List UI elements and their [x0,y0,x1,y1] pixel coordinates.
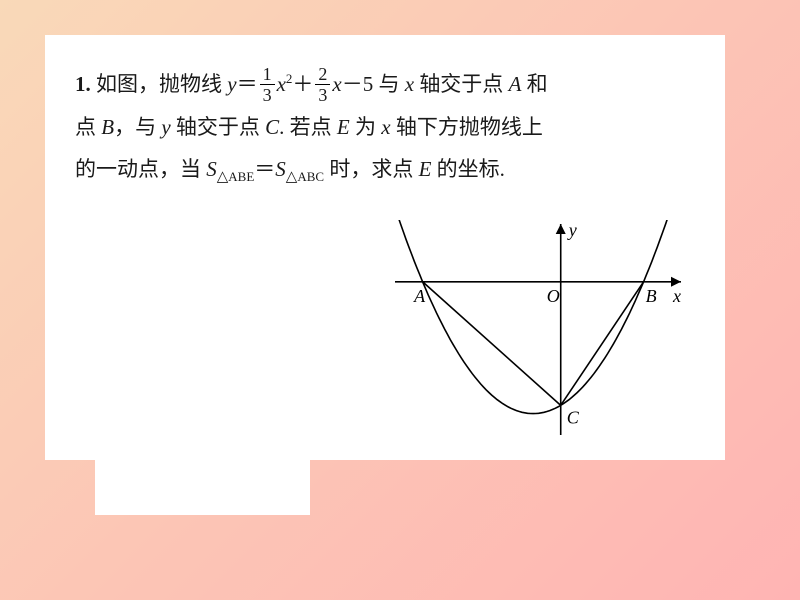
var-y: y [161,115,170,139]
frac-2-3: 23 [315,65,330,104]
frac-n: 1 [260,65,275,84]
eq-x2v: x [332,72,341,96]
svg-text:B: B [646,286,657,306]
text-seg: 的一动点，当 [75,157,206,181]
text-seg: 为 [350,115,382,139]
S2: S [275,157,286,181]
eq-eq: ＝ [237,72,258,96]
eq-m5: －5 [342,72,379,96]
frac-d: 3 [260,84,275,104]
text-seg: 如图，抛物线 [96,72,227,96]
frac-n: 2 [315,65,330,84]
frac-d: 3 [315,84,330,104]
S1-sub: △△ABEABE [217,169,255,184]
text-seg: 的坐标. [431,157,505,181]
pt-B: B [101,115,114,139]
pt-A: A [509,72,522,96]
text-seg: 轴下方抛物线上 [391,115,543,139]
eq2: ＝ [254,157,275,181]
card-shadow-tab [95,460,310,515]
problem-number: 1. [75,72,91,96]
var-x: x [405,72,414,96]
pt-C: C [265,115,279,139]
text-seg: 与 [378,72,404,96]
problem-card: 1. 如图，抛物线 y＝13x2＋23x－5 与 x 轴交于点 A 和 点 B，… [45,35,725,460]
svg-text:x: x [672,286,681,306]
text-seg: 点 [75,115,101,139]
svg-text:A: A [413,286,426,306]
frac-1-3: 13 [260,65,275,104]
text-seg: 时，求点 [324,157,419,181]
svg-text:C: C [567,407,580,427]
text-seg: 轴交于点 [171,115,266,139]
text-seg: 和 [521,72,547,96]
parabola-diagram: A B C Oy x [395,220,685,435]
svg-text:y: y [567,220,577,240]
var-x2: x [381,115,390,139]
S2-sub: △ABC [286,169,324,184]
pt-E2: E [419,157,432,181]
eq-plus: ＋ [292,72,313,96]
text-seg: 轴交于点 [414,72,509,96]
text-seg: . 若点 [279,115,337,139]
pt-E: E [337,115,350,139]
eq-x: x [277,72,286,96]
S1: S [206,157,217,181]
problem-text: 1. 如图，抛物线 y＝13x2＋23x－5 与 x 轴交于点 A 和 点 B，… [75,63,695,192]
svg-text:O: O [547,286,560,306]
eq-y: y [227,72,236,96]
text-seg: ，与 [114,115,161,139]
